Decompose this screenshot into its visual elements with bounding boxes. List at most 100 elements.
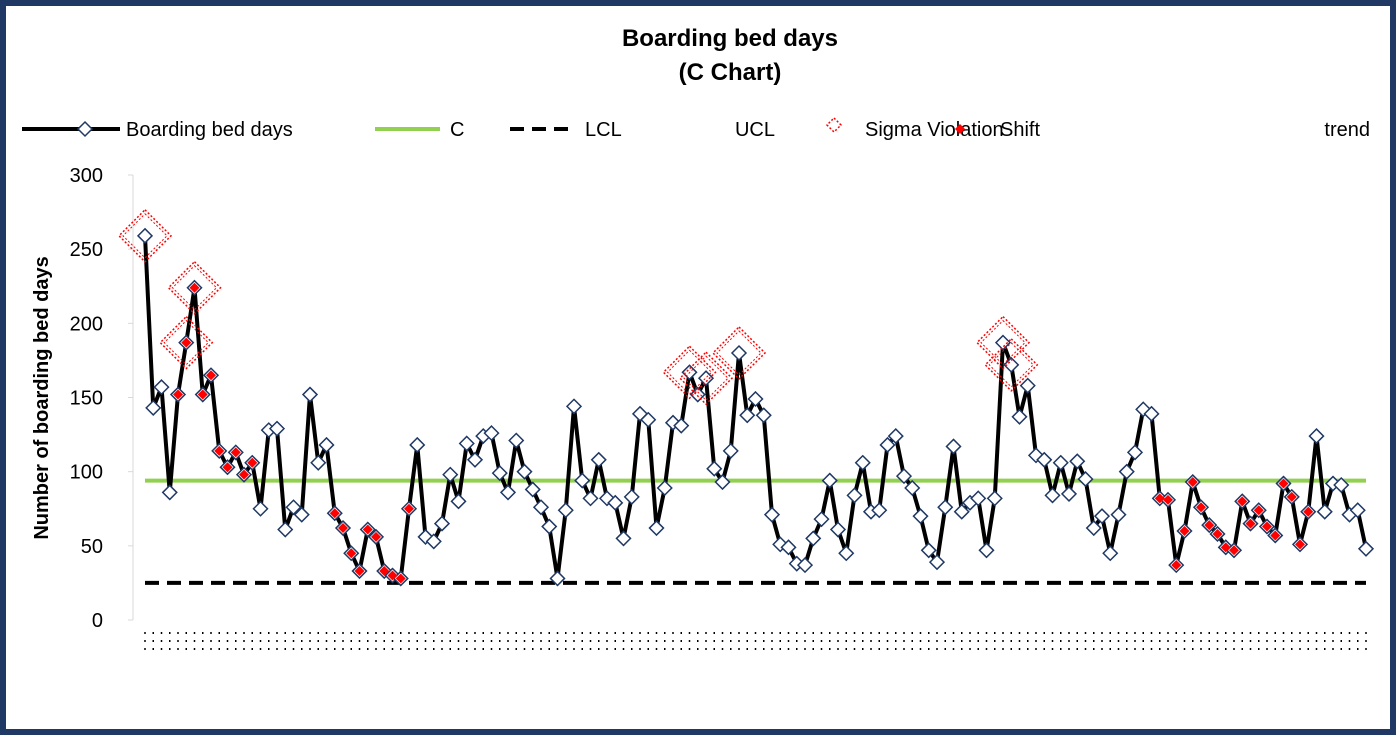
data-point [1011, 408, 1028, 425]
shift-point [1303, 506, 1314, 517]
data-point [450, 493, 467, 510]
data-point [136, 227, 154, 244]
data-point [442, 466, 459, 483]
sigma-violation [167, 260, 222, 315]
legend-label: Shift [1000, 119, 1040, 141]
y-tick-label: 300 [70, 165, 103, 187]
data-point [508, 432, 525, 449]
data-point [293, 506, 310, 523]
shift-point [387, 570, 398, 581]
data-point [1077, 471, 1094, 488]
y-tick-label: 250 [70, 239, 103, 261]
data-point [615, 530, 632, 547]
data-point [879, 436, 896, 454]
data-point [706, 460, 723, 477]
data-point [483, 425, 500, 442]
shift-point [1245, 518, 1256, 529]
data-point [277, 521, 294, 538]
sigma-violation [117, 208, 173, 263]
legend-marker [76, 120, 94, 138]
shift-point [247, 457, 258, 468]
data-point [648, 519, 665, 537]
y-tick-label: 200 [70, 313, 103, 335]
shift-point [1278, 478, 1289, 489]
data-point [1102, 545, 1119, 562]
data-point [1316, 503, 1333, 520]
data-point [953, 503, 970, 520]
data-point [1060, 485, 1078, 502]
data-point [268, 420, 286, 437]
data-point [590, 451, 607, 468]
shift-point [1179, 526, 1190, 536]
data-point [887, 428, 904, 445]
data-point [978, 542, 995, 559]
data-point [970, 490, 987, 507]
data-point [755, 407, 772, 424]
chart-title: Boarding bed days [622, 25, 838, 52]
shift-point [189, 282, 200, 293]
shift-point [354, 566, 365, 577]
data-point [1093, 508, 1111, 525]
data-point [409, 436, 426, 454]
shift-point [395, 573, 406, 584]
data-point [640, 411, 657, 428]
data-point [994, 334, 1012, 351]
data-point [145, 399, 162, 416]
data-point [623, 488, 640, 505]
data-point [813, 511, 830, 528]
data-point [1052, 454, 1069, 471]
data-point [846, 487, 863, 504]
data-point [854, 454, 871, 471]
sigma-violation-inner [122, 213, 168, 259]
data-point [1333, 476, 1350, 494]
data-point [425, 533, 442, 550]
shift-point [1171, 560, 1182, 571]
data-point [928, 554, 946, 571]
data-point [1036, 451, 1053, 468]
data-point [986, 490, 1003, 507]
data-point [730, 344, 748, 362]
data-point [631, 405, 649, 422]
shift-point [1196, 502, 1206, 513]
data-point [945, 438, 962, 455]
y-tick-label: 100 [70, 462, 103, 484]
legend-label: LCL [585, 119, 622, 141]
shift-point [1220, 542, 1231, 553]
data-point [1308, 428, 1325, 445]
sigma-violation-inner [716, 330, 762, 376]
data-point [310, 454, 327, 471]
data-point [1126, 444, 1144, 461]
sigma-violation-inner [171, 265, 218, 311]
data-point [904, 479, 921, 497]
data-point [689, 386, 706, 403]
sigma-violation-inner [666, 349, 713, 395]
data-point [805, 530, 822, 547]
data-point [458, 435, 475, 452]
data-point [1003, 356, 1020, 373]
data-point [574, 472, 591, 489]
shift-point [1270, 530, 1281, 541]
data-point [821, 472, 838, 489]
data-point [656, 479, 673, 497]
data-point [598, 490, 616, 507]
data-point [920, 542, 937, 559]
shift-point [329, 508, 340, 519]
data-point [697, 370, 715, 387]
data-point [838, 545, 855, 562]
data-point [524, 481, 541, 498]
sigma-violation-inner [163, 319, 209, 366]
legend-label: Boarding bed days [126, 119, 293, 141]
legend-label: Sigma Violation [865, 119, 1004, 141]
data-point [747, 390, 764, 408]
shift-point [1253, 505, 1264, 516]
shift-point [222, 462, 233, 473]
data-point [549, 570, 566, 587]
sigma-violation [678, 351, 734, 406]
shift-point [1262, 521, 1272, 532]
data-point [1019, 377, 1036, 394]
data-point [1349, 502, 1366, 519]
sigma-violation [159, 315, 214, 370]
shift-point [1154, 493, 1165, 504]
shift-point [379, 566, 390, 577]
